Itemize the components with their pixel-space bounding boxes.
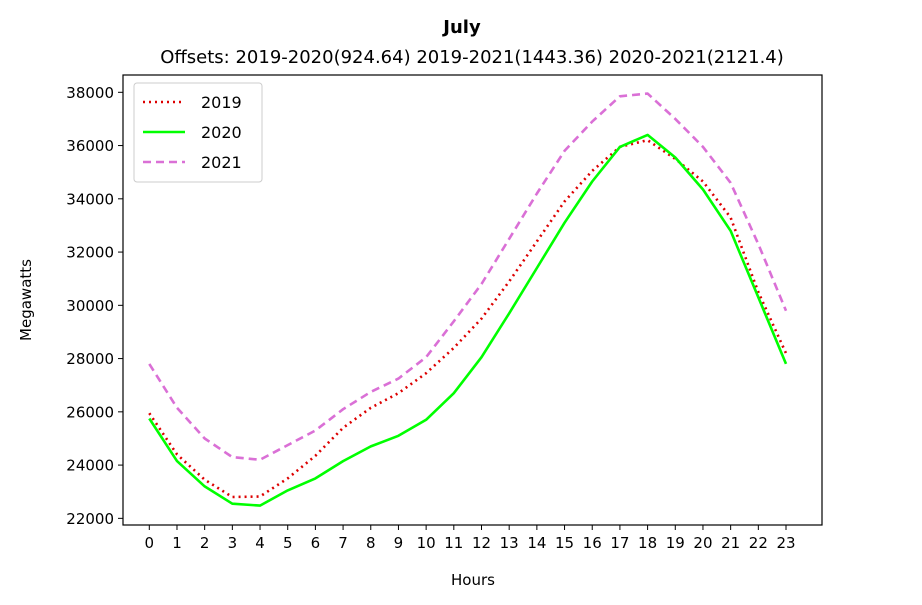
x-tick-label: 4 [255, 534, 265, 552]
chart-subtitle: Offsets: 2019-2020(924.64) 2019-2021(144… [160, 47, 784, 68]
legend-label: 2020 [201, 123, 242, 142]
x-tick-label: 15 [555, 534, 574, 552]
x-tick-label: 13 [500, 534, 519, 552]
plot-frame [122, 74, 823, 526]
x-tick-label: 7 [338, 534, 348, 552]
x-axis-label: Hours [451, 571, 495, 589]
y-tick-label: 34000 [66, 190, 114, 208]
y-tick-label: 30000 [66, 297, 114, 315]
y-tick-label: 38000 [66, 84, 114, 102]
x-tick-label: 22 [749, 534, 768, 552]
legend-label: 2019 [201, 93, 242, 112]
x-tick-label: 3 [228, 534, 238, 552]
chart-title: July [441, 17, 481, 38]
x-tick-label: 16 [583, 534, 602, 552]
x-tick-label: 18 [638, 534, 657, 552]
x-tick-label: 8 [366, 534, 376, 552]
x-tick-label: 19 [666, 534, 685, 552]
x-tick-label: 5 [283, 534, 293, 552]
y-tick-label: 28000 [66, 350, 114, 368]
x-tick-label: 6 [311, 534, 321, 552]
series-line-2019 [148, 138, 788, 499]
y-tick-label: 24000 [66, 457, 114, 475]
x-tick-label: 10 [417, 534, 436, 552]
y-tick-label: 26000 [66, 403, 114, 421]
y-axis-label: Megawatts [17, 259, 35, 341]
x-tick-label: 21 [721, 534, 740, 552]
x-tick-label: 17 [610, 534, 629, 552]
y-tick-label: 22000 [66, 510, 114, 528]
series-line-2021 [148, 92, 788, 462]
x-tick-label: 14 [527, 534, 546, 552]
x-tick-label: 23 [776, 534, 795, 552]
x-tick-label: 20 [693, 534, 712, 552]
y-tick-label: 32000 [66, 244, 114, 262]
plot-area: 0 1 2 3 4 5 6 7 8 9 10 11 12 13 14 15 16 17 18 19 20 21 22 2322… [66, 74, 823, 552]
x-tick-label: 2 [200, 534, 210, 552]
x-tick-label: 11 [444, 534, 463, 552]
x-tick-label: 9 [394, 534, 404, 552]
legend-box [133, 82, 263, 183]
legend-label: 2021 [201, 153, 242, 172]
y-tick-label: 36000 [66, 137, 114, 155]
x-tick-label: 1 [172, 534, 182, 552]
x-tick-label: 0 [145, 534, 155, 552]
series-line-2020 [148, 133, 788, 507]
x-tick-label: 12 [472, 534, 491, 552]
